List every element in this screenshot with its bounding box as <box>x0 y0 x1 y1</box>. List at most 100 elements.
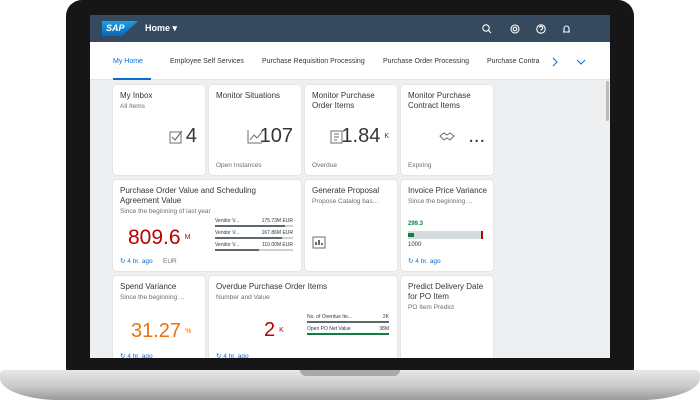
comparison-track <box>215 237 293 239</box>
comparison-value: 175.73M EUR <box>261 218 293 224</box>
bullet-target <box>481 231 483 239</box>
tile-title: Generate Proposal <box>312 186 380 195</box>
tile[interactable]: Monitor Situations Open Instances 107 <box>209 85 301 175</box>
bullet-track <box>408 231 483 239</box>
tile-value: 1.84 K <box>341 125 389 148</box>
tile[interactable]: Spend Variance Since the beginning ... ↻ 4… <box>113 276 205 358</box>
tile-header: Monitor Purchase Order Items <box>312 91 391 111</box>
comparison-fill <box>215 237 283 239</box>
tile-title: My Inbox <box>120 91 153 100</box>
comparison-label: Vendor V... <box>215 218 240 224</box>
tile[interactable]: Generate Proposal Propose Catalog bas... <box>305 180 397 271</box>
refresh[interactable]: ↻ 4 hr. ago <box>216 353 249 358</box>
tile-title: Overdue Purchase Order Items <box>216 282 328 291</box>
bullet-actual <box>408 233 414 237</box>
tile-value: 31.27% <box>131 320 191 343</box>
tile-title: Invoice Price Variance <box>408 186 487 195</box>
refresh[interactable]: ↻ 4 hr. ago <box>120 258 153 265</box>
tile-header: Spend Variance Since the beginning ... <box>120 282 199 302</box>
tile[interactable]: Purchase Order Value and Scheduling Agre… <box>113 180 301 271</box>
tile-header: Invoice Price Variance Since the beginnin… <box>408 186 487 206</box>
tile-title: Purchase Order Value and Scheduling Agre… <box>120 186 256 205</box>
laptop-notch <box>300 370 400 376</box>
tile-footer: Open Instances <box>216 162 262 169</box>
tile-header: Predict Delivery Date for PO Item PO Item… <box>408 282 487 312</box>
tile[interactable]: Monitor Purchase Contract Items Expiring.… <box>401 85 493 175</box>
tile-subtitle: Since the beginning ... <box>408 198 473 205</box>
value-unit: K <box>279 326 284 334</box>
comparison-row: Open PO Net Value 38M <box>307 326 389 337</box>
tile-subtitle: Propose Catalog bas... <box>312 198 379 205</box>
tile-footer: EUR <box>163 258 177 265</box>
value-number: 299.3 <box>408 221 424 227</box>
tab[interactable]: Purchase Order Processing <box>383 58 469 65</box>
value-unit: % <box>185 327 192 335</box>
shell-title-text[interactable]: Home <box>145 23 171 33</box>
tile-footer: Overdue <box>312 162 337 169</box>
tile-subtitle: PO Item Predict <box>408 304 454 311</box>
tile[interactable]: My Inbox All Items 4 <box>113 85 205 175</box>
refresh-time: 4 hr. ago <box>127 258 153 265</box>
tab-nav[interactable] <box>550 56 590 68</box>
comparison-track <box>215 249 293 251</box>
tile-subtitle: Since the beginning of last year <box>120 208 211 215</box>
comparison-fill <box>307 333 389 335</box>
tile-title: Spend Variance <box>120 282 177 291</box>
logo[interactable]: SAP <box>102 21 138 36</box>
tile-header: Monitor Situations <box>216 91 295 101</box>
comparison-row: Vendor V... 175.73M EUR <box>215 218 293 229</box>
copilot-icon[interactable] <box>510 24 520 34</box>
tile-icon <box>169 130 183 144</box>
shell-icons <box>482 24 570 34</box>
refresh[interactable]: ↻ 4 hr. ago <box>120 353 153 358</box>
value-number: 31.27 <box>131 320 182 342</box>
tile-icon <box>312 236 326 249</box>
tile-title: Predict Delivery Date for PO Item <box>408 282 484 301</box>
notification-icon[interactable] <box>563 25 570 33</box>
refresh[interactable]: ↻ 4 hr. ago <box>408 258 441 265</box>
tab[interactable]: Purchase Contra <box>487 58 540 65</box>
comparison-value: 110.00M EUR <box>261 242 293 248</box>
tile-title: Monitor Purchase Order Items <box>312 91 375 110</box>
value-number: 809.6 <box>128 226 181 249</box>
comparison-track <box>307 333 389 335</box>
tile-header: Generate Proposal Propose Catalog bas... <box>312 186 391 206</box>
tile[interactable]: Predict Delivery Date for PO Item PO Item… <box>401 276 493 358</box>
comparison-row: Vendor V... 167.86M EUR <box>215 230 293 241</box>
tab[interactable]: Employee Self Services <box>170 58 244 65</box>
comparison-label: Vendor V... <box>215 242 240 248</box>
tile-value: 809.6 M <box>128 227 190 249</box>
tile-value: 299.3 <box>408 220 423 228</box>
tile-subtitle: Since the beginning ... <box>120 294 185 301</box>
tab[interactable]: My Home <box>113 58 143 65</box>
tile[interactable]: Invoice Price Variance Since the beginnin… <box>401 180 493 271</box>
shell-title[interactable]: Home ▾ <box>145 23 178 33</box>
tile-header: Purchase Order Value and Scheduling Agre… <box>120 186 295 216</box>
tile[interactable]: Monitor Purchase Order Items Overdue 1.84 K <box>305 85 397 175</box>
help-icon[interactable] <box>536 24 546 34</box>
tab[interactable]: Purchase Requisition Processing <box>262 58 365 65</box>
comparison-fill <box>215 249 260 251</box>
tile[interactable]: Overdue Purchase Order Items Number and V… <box>209 276 397 358</box>
comparison-fill <box>307 321 389 323</box>
value-unit: K <box>384 132 389 140</box>
value-number: 1.84 <box>341 125 381 147</box>
tile-footer: Expiring <box>408 162 432 169</box>
comparison-track <box>307 321 389 323</box>
tab-underline <box>113 78 151 80</box>
comparison-label: Open PO Net Value <box>307 326 351 332</box>
tile-value: ... <box>468 125 485 147</box>
value-number: 2 <box>264 319 276 341</box>
comparison-value: 167.86M EUR <box>261 230 293 236</box>
tile-icon <box>330 130 343 144</box>
comparison-label: No. of Overdue Ite... <box>307 314 353 320</box>
scrollbar[interactable] <box>606 81 609 121</box>
tile-icon <box>247 130 263 144</box>
value-number: 4 <box>185 125 197 147</box>
shell-bar: SAP Home ▾ <box>90 15 610 42</box>
search-icon[interactable] <box>482 24 492 34</box>
tile-subtitle: Number and Value <box>216 294 270 301</box>
tile-title: Monitor Situations <box>216 91 281 100</box>
